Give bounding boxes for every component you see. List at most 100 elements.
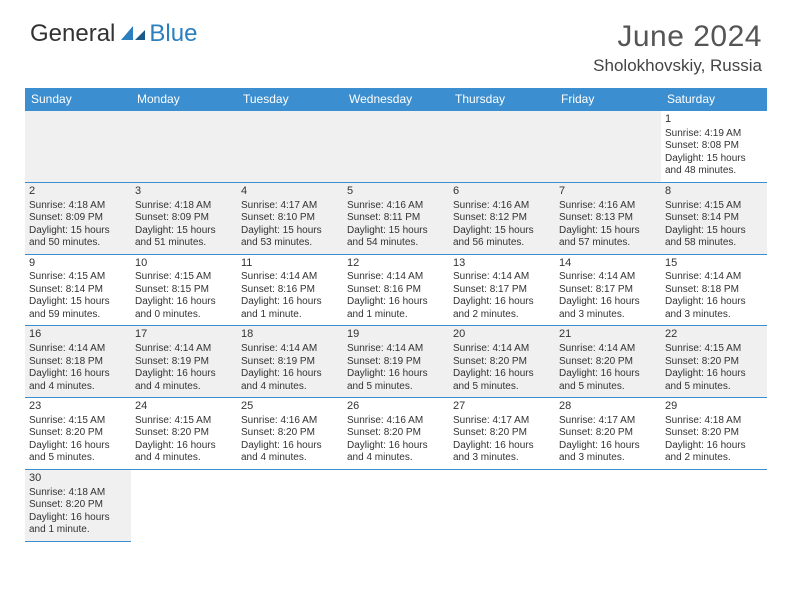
calendar-row: 2Sunrise: 4:18 AMSunset: 8:09 PMDaylight… [25,182,767,254]
sunrise-text: Sunrise: 4:15 AM [29,415,127,428]
calendar-cell: 9Sunrise: 4:15 AMSunset: 8:14 PMDaylight… [25,254,131,326]
day-number: 16 [29,328,127,342]
calendar-cell [237,469,343,541]
daylight-text: Daylight: 16 hours and 4 minutes. [347,440,445,465]
daylight-text: Daylight: 15 hours and 51 minutes. [135,225,233,250]
calendar-cell: 27Sunrise: 4:17 AMSunset: 8:20 PMDayligh… [449,398,555,470]
calendar-cell: 15Sunrise: 4:14 AMSunset: 8:18 PMDayligh… [661,254,767,326]
calendar-cell: 17Sunrise: 4:14 AMSunset: 8:19 PMDayligh… [131,326,237,398]
sunset-text: Sunset: 8:16 PM [241,284,339,297]
day-header: Tuesday [237,88,343,111]
calendar-cell: 4Sunrise: 4:17 AMSunset: 8:10 PMDaylight… [237,182,343,254]
sunset-text: Sunset: 8:16 PM [347,284,445,297]
sunset-text: Sunset: 8:20 PM [29,499,127,512]
daylight-text: Daylight: 16 hours and 2 minutes. [665,440,763,465]
location-text: Sholokhovskiy, Russia [593,56,762,76]
daylight-text: Daylight: 16 hours and 5 minutes. [29,440,127,465]
day-number: 1 [665,113,763,127]
sunrise-text: Sunrise: 4:14 AM [559,343,657,356]
calendar-cell: 18Sunrise: 4:14 AMSunset: 8:19 PMDayligh… [237,326,343,398]
sunrise-text: Sunrise: 4:15 AM [29,271,127,284]
sunset-text: Sunset: 8:19 PM [241,356,339,369]
sunrise-text: Sunrise: 4:14 AM [347,271,445,284]
day-header: Saturday [661,88,767,111]
sunset-text: Sunset: 8:12 PM [453,212,551,225]
day-number: 3 [135,185,233,199]
sunrise-text: Sunrise: 4:14 AM [559,271,657,284]
calendar-cell: 16Sunrise: 4:14 AMSunset: 8:18 PMDayligh… [25,326,131,398]
calendar-cell [555,111,661,183]
logo-text-2: Blue [149,20,197,48]
sunrise-text: Sunrise: 4:19 AM [665,128,763,141]
calendar-table: Sunday Monday Tuesday Wednesday Thursday… [25,88,767,542]
logo-text-1: General [30,20,115,48]
sunrise-text: Sunrise: 4:16 AM [347,200,445,213]
daylight-text: Daylight: 16 hours and 5 minutes. [347,368,445,393]
calendar-cell [661,469,767,541]
calendar-cell [343,469,449,541]
sunset-text: Sunset: 8:10 PM [241,212,339,225]
daylight-text: Daylight: 16 hours and 1 minute. [29,512,127,537]
sunrise-text: Sunrise: 4:15 AM [665,200,763,213]
day-header-row: Sunday Monday Tuesday Wednesday Thursday… [25,88,767,111]
calendar-cell: 22Sunrise: 4:15 AMSunset: 8:20 PMDayligh… [661,326,767,398]
day-header: Sunday [25,88,131,111]
calendar-cell: 25Sunrise: 4:16 AMSunset: 8:20 PMDayligh… [237,398,343,470]
day-number: 25 [241,400,339,414]
calendar-cell: 14Sunrise: 4:14 AMSunset: 8:17 PMDayligh… [555,254,661,326]
sunrise-text: Sunrise: 4:15 AM [135,271,233,284]
sunset-text: Sunset: 8:20 PM [665,427,763,440]
daylight-text: Daylight: 16 hours and 0 minutes. [135,296,233,321]
calendar-cell: 23Sunrise: 4:15 AMSunset: 8:20 PMDayligh… [25,398,131,470]
calendar-cell: 24Sunrise: 4:15 AMSunset: 8:20 PMDayligh… [131,398,237,470]
daylight-text: Daylight: 16 hours and 5 minutes. [453,368,551,393]
day-number: 18 [241,328,339,342]
daylight-text: Daylight: 15 hours and 58 minutes. [665,225,763,250]
daylight-text: Daylight: 15 hours and 48 minutes. [665,153,763,178]
sunrise-text: Sunrise: 4:17 AM [241,200,339,213]
calendar-cell [131,111,237,183]
sunset-text: Sunset: 8:17 PM [559,284,657,297]
logo: General Blue [30,20,197,48]
sunrise-text: Sunrise: 4:18 AM [665,415,763,428]
page-title: June 2024 [593,20,762,54]
sunset-text: Sunset: 8:20 PM [135,427,233,440]
calendar-cell: 26Sunrise: 4:16 AMSunset: 8:20 PMDayligh… [343,398,449,470]
sunrise-text: Sunrise: 4:16 AM [559,200,657,213]
day-number: 15 [665,257,763,271]
sunrise-text: Sunrise: 4:16 AM [453,200,551,213]
day-number: 28 [559,400,657,414]
day-number: 12 [347,257,445,271]
day-number: 20 [453,328,551,342]
calendar-row: 9Sunrise: 4:15 AMSunset: 8:14 PMDaylight… [25,254,767,326]
sunset-text: Sunset: 8:19 PM [135,356,233,369]
calendar-cell: 7Sunrise: 4:16 AMSunset: 8:13 PMDaylight… [555,182,661,254]
sunrise-text: Sunrise: 4:14 AM [453,271,551,284]
calendar-cell: 13Sunrise: 4:14 AMSunset: 8:17 PMDayligh… [449,254,555,326]
daylight-text: Daylight: 15 hours and 53 minutes. [241,225,339,250]
daylight-text: Daylight: 16 hours and 5 minutes. [665,368,763,393]
calendar-cell: 19Sunrise: 4:14 AMSunset: 8:19 PMDayligh… [343,326,449,398]
daylight-text: Daylight: 16 hours and 3 minutes. [559,440,657,465]
calendar-cell [237,111,343,183]
daylight-text: Daylight: 16 hours and 4 minutes. [241,440,339,465]
day-number: 21 [559,328,657,342]
day-number: 4 [241,185,339,199]
day-number: 10 [135,257,233,271]
daylight-text: Daylight: 16 hours and 5 minutes. [559,368,657,393]
sunset-text: Sunset: 8:08 PM [665,140,763,153]
calendar-cell: 3Sunrise: 4:18 AMSunset: 8:09 PMDaylight… [131,182,237,254]
daylight-text: Daylight: 16 hours and 4 minutes. [135,440,233,465]
sunset-text: Sunset: 8:20 PM [241,427,339,440]
day-number: 27 [453,400,551,414]
day-number: 19 [347,328,445,342]
daylight-text: Daylight: 16 hours and 3 minutes. [559,296,657,321]
sunrise-text: Sunrise: 4:14 AM [241,343,339,356]
sunset-text: Sunset: 8:20 PM [347,427,445,440]
sunset-text: Sunset: 8:09 PM [135,212,233,225]
daylight-text: Daylight: 16 hours and 1 minute. [241,296,339,321]
sunrise-text: Sunrise: 4:17 AM [559,415,657,428]
sunset-text: Sunset: 8:14 PM [29,284,127,297]
sunrise-text: Sunrise: 4:14 AM [347,343,445,356]
day-number: 14 [559,257,657,271]
